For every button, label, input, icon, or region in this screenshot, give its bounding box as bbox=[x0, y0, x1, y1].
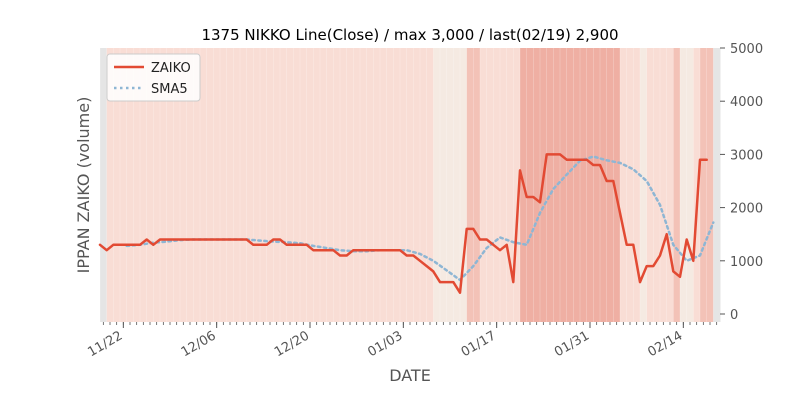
background-band bbox=[520, 48, 621, 322]
x-tick-label: 11/22 bbox=[85, 328, 125, 360]
y-tick-label: 1000 bbox=[730, 255, 763, 270]
background-band bbox=[713, 48, 721, 322]
y-axis-label: IPPAN ZAIKO (volume) bbox=[74, 97, 93, 274]
series-line-zaiko bbox=[98, 153, 708, 294]
chart-title: 1375 NIKKO Line(Close) / max 3,000 / las… bbox=[201, 26, 618, 44]
background-band bbox=[646, 48, 674, 322]
legend-label-zaiko: ZAIKO bbox=[151, 61, 191, 76]
x-tick-label: 12/20 bbox=[272, 328, 312, 360]
legend-label-sma5: SMA5 bbox=[151, 82, 188, 97]
background-band bbox=[620, 48, 641, 322]
x-tick-label: 02/14 bbox=[645, 328, 685, 360]
y-tick-label: 2000 bbox=[730, 202, 763, 217]
y-tick-label: 5000 bbox=[730, 42, 763, 57]
background-band bbox=[640, 48, 648, 322]
y-tick-label: 3000 bbox=[730, 148, 763, 163]
x-tick-label: 01/31 bbox=[552, 328, 592, 360]
background-band bbox=[100, 48, 108, 322]
x-tick-label: 01/17 bbox=[459, 328, 499, 360]
x-axis: 11/22 12/06 12/20 01/03 01/17 01/31 02/14 bbox=[85, 322, 718, 360]
background-band bbox=[693, 48, 701, 322]
background-band bbox=[466, 48, 481, 322]
legend: ZAIKO SMA5 bbox=[106, 53, 201, 102]
x-tick-label: 12/06 bbox=[179, 328, 219, 360]
x-tick-label: 01/03 bbox=[365, 328, 405, 360]
y-tick-label: 0 bbox=[730, 308, 738, 323]
y-axis: 0 1000 2000 3000 4000 5000 bbox=[720, 42, 763, 323]
background-band bbox=[700, 48, 714, 322]
series-lines bbox=[98, 153, 715, 294]
x-axis-label: DATE bbox=[389, 366, 431, 385]
y-tick-label: 4000 bbox=[730, 95, 763, 110]
background-band bbox=[673, 48, 681, 322]
background-bands bbox=[99, 48, 721, 322]
